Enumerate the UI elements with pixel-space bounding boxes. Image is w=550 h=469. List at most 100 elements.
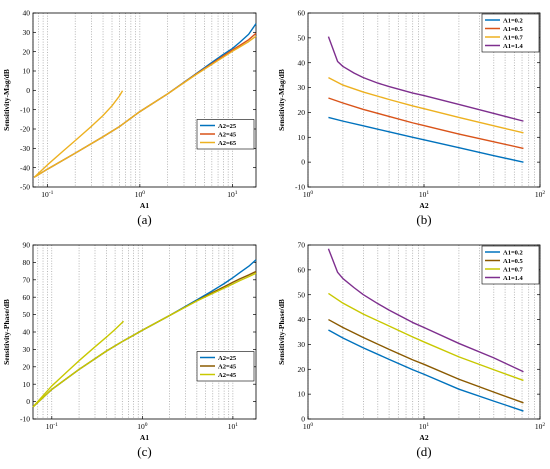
series-line-a2-25 bbox=[32, 259, 257, 408]
series-group bbox=[327, 36, 524, 163]
x-tick-label: 10-1 bbox=[41, 190, 53, 199]
x-tick-label: 102 bbox=[535, 422, 546, 431]
legend: A1=0.2 A1=0.5A1=0.7 A1=1.4 bbox=[481, 245, 540, 285]
y-tick-label: 30 bbox=[298, 340, 306, 349]
y-tick-label: -50 bbox=[20, 183, 30, 192]
chart-b-svg: -10 0 10 20 30 40 50 60 100 101 102 A2 Sensitivity-M… bbox=[277, 9, 546, 227]
y-tick-label: 70 bbox=[23, 275, 31, 284]
chart-d: 0 10 20 30 40 50 60 70 100 101 102 A2 Sensitivity-Ph… bbox=[277, 241, 545, 442]
y-tick-label: -10 bbox=[20, 415, 30, 424]
x-tick-label: 101 bbox=[228, 422, 239, 431]
y-tick-label: 20 bbox=[23, 47, 31, 56]
y-tick-label: 50 bbox=[298, 290, 306, 299]
x-tick-label: 100 bbox=[303, 422, 314, 431]
series-group bbox=[33, 23, 257, 178]
y-tick-label: 60 bbox=[298, 9, 306, 18]
legend-label: A1=0.7 bbox=[503, 34, 524, 41]
y-tick-label: 80 bbox=[23, 258, 31, 267]
x-tick-label: 10-1 bbox=[46, 422, 58, 431]
y-tick-label: 40 bbox=[23, 9, 31, 18]
chart-a-svg: -50 -40 -30 -20 -10 0 10 20 30 40 10-1 100 101 A1 Sens… bbox=[2, 9, 257, 227]
legend-label: A2=45 bbox=[218, 372, 237, 379]
chart-c: -10 0 10 20 30 40 50 60 70 80 90 10-1 100 101 A1 Sensit… bbox=[2, 241, 257, 442]
chart-panel-b: -10 0 10 20 30 40 50 60 100 101 102 A2 Sensitivity-M… bbox=[275, 0, 550, 232]
y-tick-label: 0 bbox=[26, 86, 30, 95]
x-axis-label: A2 bbox=[419, 201, 428, 210]
legend-label: A1=1.4 bbox=[503, 43, 524, 50]
chart-a: -50 -40 -30 -20 -10 0 10 20 30 40 10-1 100 101 A1 Sens… bbox=[2, 9, 257, 210]
y-tick-label: 60 bbox=[23, 293, 31, 302]
grid-a bbox=[32, 13, 233, 187]
y-tick-label: 10 bbox=[298, 390, 306, 399]
y-tick-label: 90 bbox=[23, 241, 31, 250]
panel-caption: (b) bbox=[416, 212, 431, 227]
series-line-a1-0-5 bbox=[328, 97, 524, 150]
legend-label: A2=65 bbox=[218, 140, 237, 147]
y-tick-label: 0 bbox=[26, 397, 30, 406]
y-tick-label: 0 bbox=[301, 415, 305, 424]
series-line-a2-65 bbox=[33, 35, 257, 178]
series-line-extra-3 bbox=[32, 320, 125, 408]
y-tick-label: 40 bbox=[298, 58, 306, 67]
series-line-a1-0-2 bbox=[328, 329, 524, 412]
legend-label: A1=0.2 bbox=[503, 249, 523, 256]
y-tick-label: -10 bbox=[20, 105, 30, 114]
y-axis-label: Sensitivity-Mag/dB bbox=[2, 69, 11, 131]
y-tick-label: 50 bbox=[298, 33, 306, 42]
series-line-a1-0-2 bbox=[328, 116, 524, 163]
x-tick-label: 101 bbox=[419, 190, 430, 199]
y-tick-label: 30 bbox=[23, 345, 31, 354]
chart-panel-c: -10 0 10 20 30 40 50 60 70 80 90 10-1 100 101 A1 Sensit… bbox=[0, 232, 275, 464]
grid-c bbox=[37, 245, 234, 419]
legend-label: A2=45 bbox=[218, 131, 237, 138]
series-group bbox=[327, 248, 524, 412]
series-line-a1-0-7 bbox=[328, 77, 524, 134]
y-axis-label: Sensitivity-Phase/dB bbox=[277, 299, 286, 365]
y-axis-label: Sensitivity-Phase/dB bbox=[2, 299, 11, 365]
panel-caption: (a) bbox=[137, 212, 151, 227]
x-axis-label: A1 bbox=[140, 201, 149, 210]
x-tick-label: 101 bbox=[227, 190, 238, 199]
legend-label: A1=1.4 bbox=[503, 275, 524, 282]
series-line-a2-45 bbox=[32, 270, 257, 408]
x-tick-label: 100 bbox=[137, 422, 148, 431]
chart-d-svg: 0 10 20 30 40 50 60 70 100 101 102 A2 Sensitivity-Ph… bbox=[277, 241, 545, 459]
legend: A1=0.2 A1=0.5A1=0.7 A1=1.4 bbox=[481, 13, 540, 53]
legend-label: A1=0.2 bbox=[503, 17, 523, 24]
plot-frame bbox=[32, 12, 257, 188]
y-tick-label: 30 bbox=[298, 83, 306, 92]
panel-caption: (c) bbox=[137, 444, 151, 459]
series-line-a1-0-5 bbox=[328, 318, 524, 404]
y-tick-label: -30 bbox=[20, 144, 30, 153]
series-line-a1-1-4 bbox=[327, 248, 524, 373]
legend-label: A2=25 bbox=[218, 123, 237, 130]
chart-c-svg: -10 0 10 20 30 40 50 60 70 80 90 10-1 100 101 A1 Sensit… bbox=[2, 241, 257, 459]
y-tick-label: 20 bbox=[298, 365, 306, 374]
y-tick-label: -20 bbox=[20, 125, 30, 134]
legend-label: A1=0.5 bbox=[503, 258, 524, 265]
chart-panel-d: 0 10 20 30 40 50 60 70 100 101 102 A2 Sensitivity-Ph… bbox=[275, 232, 550, 464]
series-line-a1-1-4 bbox=[327, 36, 524, 122]
y-tick-label: 0 bbox=[301, 158, 305, 167]
x-tick-label: 100 bbox=[135, 190, 146, 199]
x-tick-label: 102 bbox=[535, 190, 546, 199]
y-axis-label: Sensitivity-Mag/dB bbox=[277, 69, 286, 131]
legend-label: A2=25 bbox=[218, 355, 237, 362]
plot-frame bbox=[32, 244, 257, 420]
y-tick-label: -40 bbox=[20, 163, 30, 172]
y-tick-label: 10 bbox=[23, 380, 31, 389]
series-line-a2-45 bbox=[32, 272, 257, 408]
y-tick-label: 10 bbox=[298, 133, 306, 142]
y-tick-label: 50 bbox=[23, 310, 31, 319]
y-tick-label: 10 bbox=[23, 67, 31, 76]
y-tick-label: 60 bbox=[298, 265, 306, 274]
y-tick-label: 70 bbox=[298, 241, 306, 250]
x-tick-label: 101 bbox=[419, 422, 430, 431]
y-tick-label: 30 bbox=[23, 28, 31, 37]
series-line-extra-3 bbox=[33, 90, 124, 178]
chart-panel-a: -50 -40 -30 -20 -10 0 10 20 30 40 10-1 100 101 A1 Sens… bbox=[0, 0, 275, 232]
x-tick-label: 100 bbox=[303, 190, 314, 199]
y-tick-label: 40 bbox=[298, 315, 306, 324]
